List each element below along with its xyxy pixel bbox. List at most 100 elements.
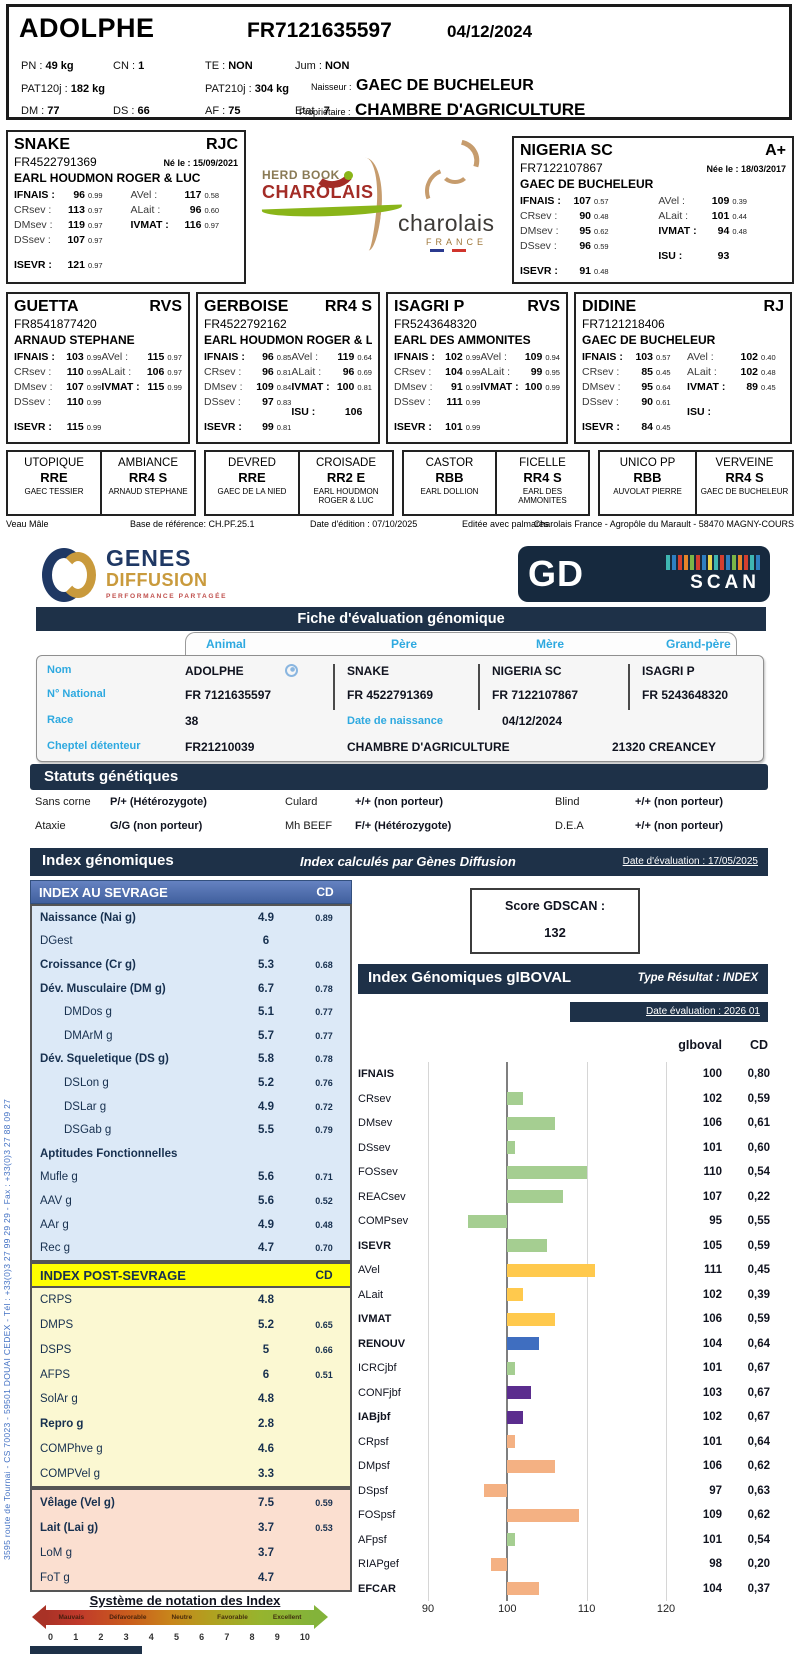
- pedigree-box-didine: DIDINE RJ FR7121218406 GAEC DE BUCHELEUR IFN…: [574, 292, 792, 444]
- chart-row-value: 98: [709, 1558, 722, 1571]
- index-value: 111: [446, 396, 463, 408]
- gdscan-right: SCAN: [592, 554, 760, 594]
- notation-number: 2: [98, 1632, 104, 1642]
- axis-tick-90: 90: [421, 1603, 435, 1615]
- index-row: Aptitudes Fonctionnelles: [32, 1142, 350, 1166]
- chart-row-value: 104: [702, 1582, 722, 1595]
- stat-label: DM :: [21, 105, 45, 117]
- stat-value: 77: [47, 105, 60, 117]
- index-label: IVMAT :: [687, 381, 726, 393]
- info-label-3: Cheptel détenteur: [47, 740, 141, 752]
- index-row: ISEVR : 101 0.99: [394, 421, 480, 436]
- chart-bar: [507, 1239, 547, 1252]
- notation-number: 9: [274, 1632, 280, 1642]
- index-cd: 0.84: [276, 383, 292, 392]
- charolais-france-logo: charolais FRANCE: [398, 210, 518, 252]
- index-row: IFNAIS : 107 0.57: [520, 195, 658, 210]
- index-grid: IFNAIS :96 0.85 CRsev :96 0.81 DMsev :109 0.8…: [204, 351, 372, 436]
- index-cd: 0.48: [732, 227, 747, 236]
- index-row: IFNAIS : 96 0.85: [204, 351, 291, 366]
- chart-bar: [507, 1165, 587, 1179]
- index-row: DMPS 5.2 0.65: [32, 1313, 350, 1338]
- gridline-120: [666, 1062, 667, 1601]
- stat-label: TE :: [205, 60, 226, 72]
- herdbook-charolais-logo: HERD BOOK CHAROLAIS: [261, 168, 403, 219]
- index-row: ISEVR : 99 0.81: [204, 421, 291, 436]
- index-row: SolAr g 4.8: [32, 1387, 350, 1412]
- index-au-sevrage-header: INDEX AU SEVRAGE CD: [30, 880, 352, 904]
- index-label: ISEVR :: [204, 421, 242, 433]
- index-cd: 0.66: [315, 1344, 333, 1355]
- index-cd: 0.77: [315, 1007, 333, 1018]
- pedigree-box-sub: FR5243648320: [394, 317, 560, 331]
- barcode-stripe: [744, 554, 748, 570]
- index-row: DGest 6: [32, 930, 350, 954]
- index-value: 5.1: [258, 1006, 274, 1019]
- index-row: DSPS 5 0.66: [32, 1338, 350, 1363]
- index-column: AVel : 102 0.40 ALait : 102 0.48 IVMAT : 89 0.45…: [687, 351, 784, 436]
- index-label: Croissance (Cr g): [40, 958, 136, 971]
- footer-edition: Date d'édition : 07/10/2025: [310, 519, 418, 529]
- footer-palmares: Editée avec palmarès: [462, 519, 549, 529]
- index-label: DMsev :: [394, 381, 433, 393]
- chart-row-label: AFpsf: [358, 1533, 387, 1546]
- index-grid: IFNAIS :103 0.57 CRsev :85 0.45 DMsev :95 0.6…: [582, 351, 784, 436]
- statut-label-ataxie: Ataxie: [35, 820, 66, 832]
- reference-footer: Veau Mâle Base de référence: CH.PF.25.1 Da…: [0, 519, 800, 533]
- index-value: 102: [445, 351, 463, 363]
- index-cd: 0.53: [315, 1522, 333, 1533]
- index-value: 84: [641, 421, 653, 433]
- giboval-value-header: gIboval: [678, 1038, 722, 1052]
- statut-label-culard: Culard: [285, 796, 318, 808]
- chart-row-plot: [428, 1356, 666, 1381]
- pedigree-box-snake: SNAKE RJC FR4522791369 Né le : 15/09/2021 EA…: [6, 130, 246, 284]
- index-row: DSsev : 96 0.59: [520, 240, 658, 255]
- grade-code: RJ: [763, 298, 784, 315]
- index-row: ALait : 96 0.69: [291, 366, 372, 381]
- index-cd: 0.99: [86, 383, 102, 392]
- index-row: DSLon g 5.2 0.76: [32, 1071, 350, 1095]
- barcode-stripe: [684, 554, 688, 570]
- index-label: DMsev :: [204, 381, 243, 393]
- genes-diffusion-name1: GENES: [106, 545, 192, 571]
- index-row: ISEVR : 121 0.97: [14, 259, 130, 274]
- chart-row-plot: [428, 1209, 666, 1234]
- naisseur-value: GAEC DE BUCHELEUR: [355, 77, 534, 94]
- chart-bar: [507, 1582, 540, 1595]
- giboval-title: Index Génomiques gIBOVAL: [368, 969, 572, 986]
- index-value: 107: [573, 195, 591, 207]
- grade-code: RRE: [40, 470, 68, 485]
- footer-base: Base de référence: CH.PF.25.1: [130, 519, 255, 529]
- chart-bar: [507, 1312, 555, 1326]
- index-row: DSGab g 5.5 0.79: [32, 1118, 350, 1142]
- chart-row-plot: [428, 1185, 666, 1210]
- chart-row-plot: [428, 1087, 666, 1112]
- stat-value: 1: [138, 60, 145, 72]
- chart-bar: [491, 1557, 508, 1571]
- statut-value: F/+ (Hétérozygote): [355, 820, 452, 832]
- index-value: 115: [147, 351, 165, 363]
- chart-row-plot: [428, 1234, 666, 1259]
- index-value: 7.5: [258, 1496, 274, 1509]
- chart-row-value: 106: [702, 1313, 722, 1326]
- chart-row-cd: 0,39: [747, 1288, 770, 1301]
- chart-row-plot: [428, 1503, 666, 1528]
- fiche-evaluation-banner: Fiche d'évaluation génomique: [36, 607, 766, 631]
- stat-label: Etat :: [295, 105, 321, 117]
- index-label: AVel :: [480, 351, 507, 363]
- index-value: 119: [337, 351, 355, 363]
- chart-bar: [507, 1459, 555, 1473]
- index-column: AVel : 109 0.39 ALait : 101 0.44 IVMAT : 94 0.48…: [658, 195, 786, 280]
- index-cd: 0.97: [167, 353, 182, 362]
- barcode-stripe: [690, 554, 694, 570]
- grade-code: RR4 S: [725, 470, 764, 485]
- gdscan-score-box: Score GDSCAN : 132: [470, 888, 640, 954]
- column-separator: [628, 664, 630, 710]
- index-row: ISEVR : 84 0.45: [582, 421, 687, 436]
- stat-jum: Jum : NON: [295, 60, 349, 72]
- index-cd: 0.99: [86, 353, 102, 362]
- index-label: ALait :: [480, 366, 511, 378]
- index-label: DMsev :: [520, 225, 559, 237]
- index-cd: 0.79: [315, 1125, 333, 1136]
- index-cd: 0.77: [315, 1030, 333, 1041]
